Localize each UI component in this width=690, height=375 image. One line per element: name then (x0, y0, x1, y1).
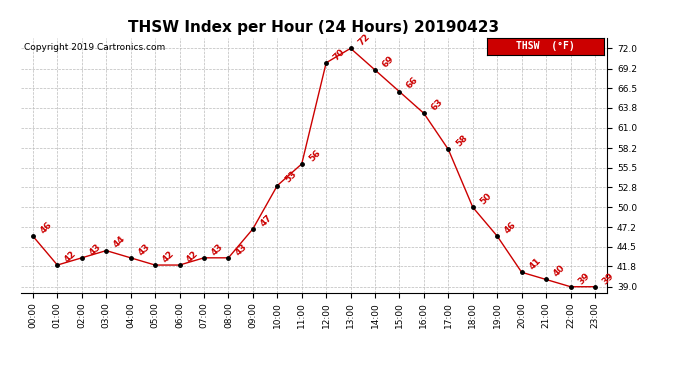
Text: 44: 44 (112, 234, 127, 250)
Text: 66: 66 (405, 76, 420, 91)
Text: 42: 42 (161, 249, 176, 264)
Text: 56: 56 (307, 148, 322, 163)
Text: 53: 53 (283, 170, 298, 185)
Text: 69: 69 (381, 54, 396, 69)
Text: 47: 47 (259, 213, 274, 228)
Text: 42: 42 (63, 249, 78, 264)
Text: 43: 43 (210, 242, 225, 257)
Text: 39: 39 (576, 271, 591, 286)
Text: 40: 40 (552, 264, 567, 279)
Text: 43: 43 (88, 242, 103, 257)
Text: 72: 72 (356, 32, 371, 48)
Text: 39: 39 (600, 271, 616, 286)
Text: Copyright 2019 Cartronics.com: Copyright 2019 Cartronics.com (23, 43, 165, 52)
Text: 58: 58 (454, 134, 469, 149)
Text: 63: 63 (429, 98, 444, 112)
Text: 46: 46 (39, 220, 54, 236)
Text: 43: 43 (136, 242, 152, 257)
Text: 46: 46 (503, 220, 518, 236)
Text: 42: 42 (185, 249, 200, 264)
Title: THSW Index per Hour (24 Hours) 20190423: THSW Index per Hour (24 Hours) 20190423 (128, 20, 500, 35)
Text: 70: 70 (332, 47, 347, 62)
Text: 41: 41 (527, 256, 542, 272)
Text: 50: 50 (478, 191, 493, 207)
Text: 43: 43 (234, 242, 249, 257)
